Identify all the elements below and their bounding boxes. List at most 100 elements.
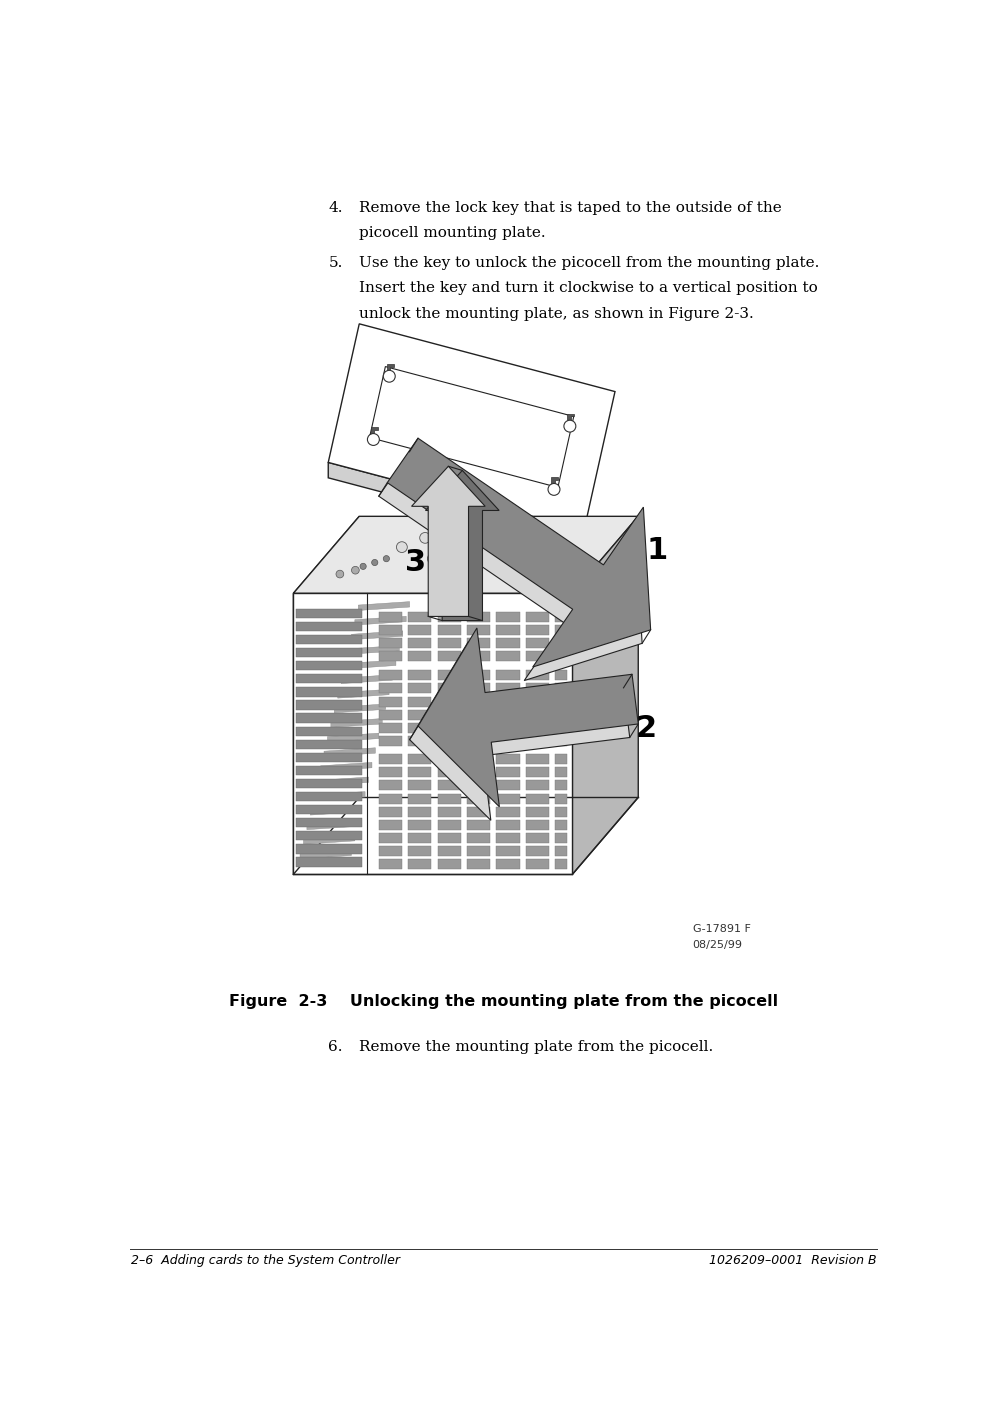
Polygon shape: [418, 628, 638, 807]
Polygon shape: [526, 807, 549, 817]
Polygon shape: [526, 697, 549, 707]
Polygon shape: [338, 690, 389, 698]
Polygon shape: [555, 820, 567, 830]
Text: G-17891 F: G-17891 F: [692, 924, 750, 934]
Polygon shape: [408, 845, 432, 855]
Text: 1: 1: [646, 537, 667, 565]
Polygon shape: [345, 660, 396, 668]
Polygon shape: [348, 645, 399, 654]
Polygon shape: [526, 625, 549, 635]
Polygon shape: [327, 733, 378, 743]
Polygon shape: [297, 740, 362, 748]
Polygon shape: [496, 625, 520, 635]
Polygon shape: [526, 833, 549, 843]
Text: Remove the mounting plate from the picocell.: Remove the mounting plate from the picoc…: [359, 1040, 714, 1054]
Polygon shape: [496, 754, 520, 764]
Polygon shape: [378, 833, 402, 843]
Polygon shape: [408, 807, 432, 817]
Polygon shape: [331, 718, 382, 727]
Text: 2–6  Adding cards to the System Controller: 2–6 Adding cards to the System Controlle…: [131, 1254, 400, 1267]
Polygon shape: [334, 704, 385, 713]
Polygon shape: [467, 807, 491, 817]
Polygon shape: [437, 781, 461, 791]
Polygon shape: [378, 723, 402, 733]
Polygon shape: [467, 735, 491, 745]
Polygon shape: [378, 651, 402, 661]
Polygon shape: [437, 684, 461, 694]
Polygon shape: [408, 794, 432, 804]
Circle shape: [372, 560, 377, 565]
Polygon shape: [293, 593, 572, 874]
Polygon shape: [408, 697, 432, 707]
Polygon shape: [555, 651, 567, 661]
Circle shape: [513, 534, 524, 545]
Polygon shape: [386, 364, 393, 373]
Circle shape: [544, 545, 554, 557]
Polygon shape: [437, 820, 461, 830]
Polygon shape: [437, 767, 461, 777]
Polygon shape: [297, 818, 362, 827]
Polygon shape: [496, 794, 520, 804]
Polygon shape: [408, 820, 432, 830]
Polygon shape: [378, 710, 402, 720]
Polygon shape: [555, 754, 567, 764]
Polygon shape: [320, 763, 372, 771]
Polygon shape: [467, 833, 491, 843]
Polygon shape: [496, 807, 520, 817]
Polygon shape: [304, 835, 355, 844]
Polygon shape: [496, 638, 520, 648]
Polygon shape: [328, 324, 615, 530]
Text: Figure  2-3    Unlocking the mounting plate from the picocell: Figure 2-3 Unlocking the mounting plate …: [229, 994, 779, 1008]
Polygon shape: [408, 651, 432, 661]
Polygon shape: [555, 735, 567, 745]
Polygon shape: [378, 611, 402, 621]
Polygon shape: [467, 723, 491, 733]
Polygon shape: [467, 684, 491, 694]
Polygon shape: [297, 765, 362, 775]
Polygon shape: [526, 845, 549, 855]
Polygon shape: [555, 794, 567, 804]
Text: picocell mounting plate.: picocell mounting plate.: [359, 226, 546, 240]
Polygon shape: [297, 753, 362, 763]
Polygon shape: [555, 767, 567, 777]
Polygon shape: [355, 617, 406, 625]
Polygon shape: [307, 821, 358, 830]
Polygon shape: [314, 791, 365, 801]
Polygon shape: [387, 438, 651, 667]
Circle shape: [336, 570, 344, 578]
Polygon shape: [297, 621, 362, 631]
Polygon shape: [408, 767, 432, 777]
Polygon shape: [297, 857, 362, 867]
Polygon shape: [378, 860, 402, 870]
Polygon shape: [555, 807, 567, 817]
Text: unlock the mounting plate, as shown in Figure 2-3.: unlock the mounting plate, as shown in F…: [359, 307, 754, 321]
Circle shape: [352, 567, 359, 574]
Polygon shape: [467, 710, 491, 720]
Polygon shape: [378, 638, 402, 648]
Polygon shape: [496, 684, 520, 694]
Polygon shape: [297, 661, 362, 670]
Polygon shape: [408, 735, 432, 745]
Circle shape: [549, 484, 560, 496]
Polygon shape: [526, 723, 549, 733]
Polygon shape: [437, 625, 461, 635]
Polygon shape: [467, 781, 491, 791]
Polygon shape: [408, 625, 432, 635]
Polygon shape: [297, 608, 362, 618]
Polygon shape: [437, 845, 461, 855]
Circle shape: [383, 370, 395, 383]
Polygon shape: [408, 684, 432, 694]
Polygon shape: [526, 710, 549, 720]
Polygon shape: [567, 414, 574, 423]
Polygon shape: [437, 833, 461, 843]
Polygon shape: [408, 638, 432, 648]
Polygon shape: [293, 517, 638, 593]
Polygon shape: [467, 625, 491, 635]
Polygon shape: [555, 670, 567, 680]
Polygon shape: [437, 670, 461, 680]
Polygon shape: [437, 611, 461, 621]
Text: 08/25/99: 08/25/99: [692, 940, 742, 950]
Polygon shape: [297, 687, 362, 697]
Polygon shape: [496, 611, 520, 621]
Circle shape: [564, 420, 576, 433]
